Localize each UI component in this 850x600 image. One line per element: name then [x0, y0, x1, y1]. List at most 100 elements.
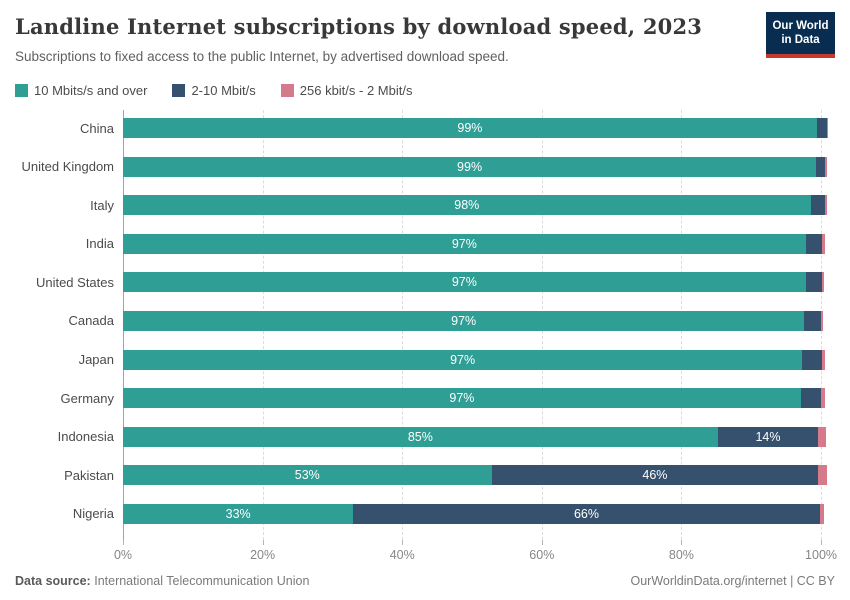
- chart-row: Pakistan 53% 46%: [15, 465, 835, 486]
- bar-track: 99%: [123, 118, 835, 138]
- bar-track: 97%: [123, 272, 835, 293]
- bar-segment-2-10-mbit-s[interactable]: 46%: [491, 465, 819, 486]
- country-label[interactable]: Italy: [90, 197, 114, 213]
- bar-segment-10-mbits-s-and-over[interactable]: 99%: [123, 156, 817, 177]
- bar-segment-10-mbits-s-and-over[interactable]: 97%: [123, 349, 803, 370]
- bar-track: 98%: [123, 195, 835, 216]
- chart-row: Germany 97%: [15, 388, 835, 409]
- country-label[interactable]: Nigeria: [72, 506, 114, 522]
- legend-swatch-icon: [15, 84, 28, 97]
- bar-value-label: 97%: [451, 236, 477, 251]
- bar-track: 97%: [123, 349, 835, 370]
- country-label[interactable]: India: [85, 236, 114, 252]
- bar-segment-10-mbits-s-and-over[interactable]: 97%: [123, 233, 806, 254]
- bar-segment-2-10-mbit-s[interactable]: [805, 233, 822, 254]
- bar-segment-256-kbit-s-2-mbit-s[interactable]: [821, 233, 825, 254]
- bar-segment-2-10-mbit-s[interactable]: 66%: [353, 503, 820, 524]
- bar-segment-10-mbits-s-and-over[interactable]: 33%: [123, 503, 354, 524]
- bar-segment-256-kbit-s-2-mbit-s[interactable]: [819, 503, 824, 524]
- legend-item-10mbits-and-over[interactable]: 10 Mbits/s and over: [15, 83, 147, 98]
- bar-segment-10-mbits-s-and-over[interactable]: 97%: [123, 388, 801, 409]
- bar-segment-256-kbit-s-2-mbit-s[interactable]: [818, 465, 828, 486]
- legend-item-256kbit-2mbit[interactable]: 256 kbit/s - 2 Mbit/s: [280, 83, 412, 98]
- bar-segment-256-kbit-s-2-mbit-s[interactable]: [825, 195, 827, 216]
- chart-rows: China 99% United Kingdom 99% Italy 98% India 97…: [15, 118, 835, 524]
- bar-value-label: 98%: [454, 198, 480, 213]
- x-tick-label: 100%: [805, 548, 838, 562]
- chart-header: Landline Internet subscriptions by downl…: [15, 12, 835, 64]
- x-tick-label: 0%: [113, 548, 133, 562]
- chart-row: United States 97%: [15, 272, 835, 293]
- legend-item-2-10mbit[interactable]: 2-10 Mbit/s: [172, 83, 256, 98]
- x-tick-label: 20%: [250, 548, 276, 562]
- bar-segment-10-mbits-s-and-over[interactable]: 85%: [123, 426, 718, 447]
- bar-value-label: 14%: [755, 429, 781, 444]
- bar-value-label: 97%: [451, 275, 477, 290]
- bar-segment-256-kbit-s-2-mbit-s[interactable]: [818, 426, 826, 447]
- bar-segment-2-10-mbit-s[interactable]: [816, 118, 827, 138]
- chart-row: United Kingdom 99%: [15, 156, 835, 177]
- bar-segment-2-10-mbit-s[interactable]: [816, 156, 826, 177]
- x-tick-label: 80%: [668, 548, 694, 562]
- legend-swatch-icon: [280, 84, 294, 97]
- country-label[interactable]: United States: [35, 274, 114, 290]
- bar-segment-2-10-mbit-s[interactable]: [800, 388, 822, 409]
- owid-logo-line1: Our World: [772, 20, 829, 32]
- bar-segment-2-10-mbit-s[interactable]: [804, 310, 822, 331]
- bar-track: 97%: [123, 310, 835, 331]
- x-axis: 0% 20% 40% 60% 80% 100%: [114, 548, 838, 566]
- bar-segment-2-10-mbit-s[interactable]: [805, 272, 822, 293]
- country-label[interactable]: China: [80, 120, 114, 136]
- legend: 10 Mbits/s and over 2-10 Mbit/s 256 kbit…: [15, 83, 412, 98]
- data-source: Data source: International Telecommunica…: [15, 574, 309, 588]
- chart-row: China 99%: [15, 118, 835, 138]
- bar-value-label: 99%: [457, 159, 483, 174]
- bar-segment-2-10-mbit-s[interactable]: [802, 349, 823, 370]
- legend-label: 2-10 Mbit/s: [191, 83, 256, 98]
- legend-label: 10 Mbits/s and over: [34, 83, 148, 98]
- bar-track: 97%: [123, 388, 835, 409]
- country-label[interactable]: Canada: [68, 313, 114, 329]
- stacked-bar-chart: China 99% United Kingdom 99% Italy 98% India 97…: [15, 110, 838, 568]
- bar-segment-10-mbits-s-and-over[interactable]: 97%: [123, 272, 806, 293]
- country-label[interactable]: Pakistan: [64, 467, 114, 483]
- x-tick-label: 60%: [529, 548, 555, 562]
- bar-segment-256-kbit-s-2-mbit-s[interactable]: [821, 272, 824, 293]
- chart-row: Indonesia 85% 14%: [15, 426, 835, 447]
- bar-value-label: 33%: [225, 506, 251, 521]
- bar-segment-256-kbit-s-2-mbit-s[interactable]: [822, 349, 826, 370]
- credit-link[interactable]: OurWorldinData.org/internet | CC BY: [630, 574, 836, 588]
- bar-value-label: 97%: [449, 391, 475, 406]
- owid-logo[interactable]: Our World in Data: [766, 12, 835, 58]
- bar-track: 97%: [123, 233, 835, 254]
- bar-value-label: 97%: [451, 313, 477, 328]
- bar-segment-10-mbits-s-and-over[interactable]: 99%: [123, 118, 817, 138]
- chart-row: Canada 97%: [15, 310, 835, 331]
- bar-segment-2-10-mbit-s[interactable]: 14%: [717, 426, 819, 447]
- chart-footer: Data source: International Telecommunica…: [15, 574, 835, 588]
- bar-segment-10-mbits-s-and-over[interactable]: 97%: [123, 310, 805, 331]
- chart-row: India 97%: [15, 233, 835, 254]
- bar-track: 33% 66%: [123, 503, 835, 524]
- bar-value-label: 66%: [573, 506, 599, 521]
- bar-value-label: 85%: [407, 429, 433, 444]
- legend-swatch-icon: [172, 84, 186, 97]
- bar-segment-256-kbit-s-2-mbit-s[interactable]: [821, 310, 824, 331]
- data-source-label: Data source:: [15, 574, 91, 588]
- bar-segment-256-kbit-s-2-mbit-s[interactable]: [826, 118, 828, 138]
- bar-value-label: 53%: [294, 468, 320, 483]
- bar-segment-256-kbit-s-2-mbit-s[interactable]: [825, 156, 827, 177]
- country-label[interactable]: Japan: [78, 352, 114, 368]
- owid-logo-line2: in Data: [781, 34, 820, 47]
- country-label[interactable]: United Kingdom: [21, 159, 115, 175]
- country-label[interactable]: Germany: [60, 390, 114, 406]
- x-tick-label: 40%: [389, 548, 415, 562]
- bar-segment-10-mbits-s-and-over[interactable]: 98%: [123, 195, 811, 216]
- bar-track: 53% 46%: [123, 465, 835, 486]
- country-label[interactable]: Indonesia: [57, 429, 114, 445]
- chart-title: Landline Internet subscriptions by downl…: [15, 14, 703, 39]
- bar-segment-10-mbits-s-and-over[interactable]: 53%: [123, 465, 492, 486]
- bar-segment-2-10-mbit-s[interactable]: [810, 195, 826, 216]
- bar-segment-256-kbit-s-2-mbit-s[interactable]: [821, 388, 826, 409]
